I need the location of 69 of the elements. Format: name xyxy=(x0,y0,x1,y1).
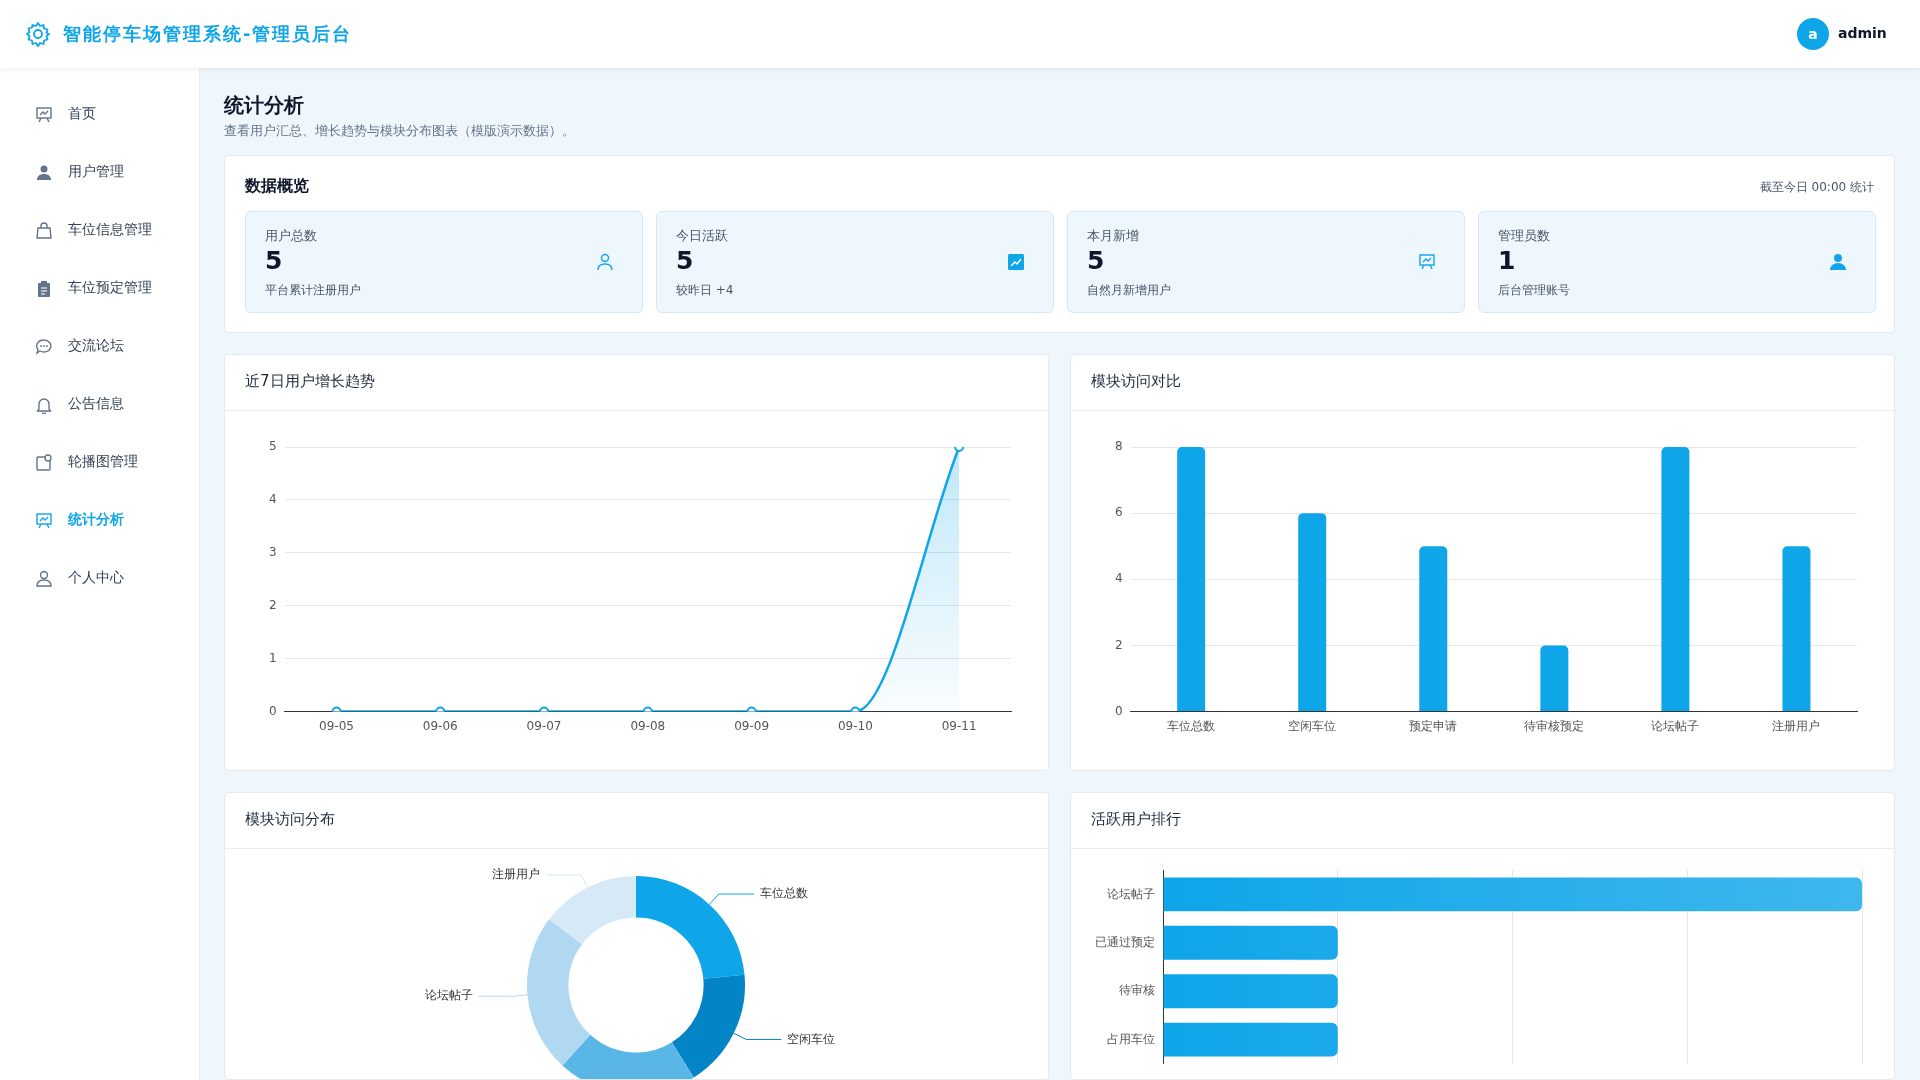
y-tick-label: 2 xyxy=(268,597,277,612)
text: 5 xyxy=(1087,246,1105,275)
bar xyxy=(1177,447,1206,712)
text: 今日活跃 xyxy=(676,227,728,245)
chart-title: 模块访问对比 xyxy=(1091,372,1181,391)
text: 1 xyxy=(1498,246,1516,275)
bar xyxy=(1540,645,1569,712)
text: 交流论坛 xyxy=(68,337,124,355)
slice-label: 车位总数 xyxy=(759,886,808,901)
chart-title: 近7日用户增长趋势 xyxy=(245,372,375,391)
x-tick-label: 待审核预定 xyxy=(1524,718,1585,733)
text: 本月新增 xyxy=(1087,227,1139,245)
text: 5 xyxy=(676,246,694,275)
slice-label: 注册用户 xyxy=(492,867,541,882)
bar xyxy=(1782,546,1811,712)
x-tick-label: 车位总数 xyxy=(1167,718,1216,733)
text: 用户总数 xyxy=(265,227,317,245)
y-tick-label: 3 xyxy=(268,544,277,559)
y-tick-label: 4 xyxy=(268,492,277,507)
text: 轮播图管理 xyxy=(68,453,138,471)
x-tick-label: 注册用户 xyxy=(1772,718,1821,733)
bar xyxy=(1419,546,1448,712)
chart-title: 活跃用户排行 xyxy=(1091,810,1181,829)
y-tick-label: 待审核 xyxy=(1119,983,1155,998)
x-tick-label: 09-06 xyxy=(422,718,458,733)
text: 用户管理 xyxy=(68,163,124,181)
text: a xyxy=(1797,18,1829,50)
x-tick-label: 09-07 xyxy=(526,718,562,733)
text: 数据概览 xyxy=(245,176,309,197)
text: 管理员数 xyxy=(1498,227,1550,245)
y-tick-label: 1 xyxy=(268,650,277,665)
text: 查看用户汇总、增长趋势与模块分布图表（模版演示数据）。 xyxy=(224,123,575,140)
x-tick-label: 09-11 xyxy=(941,718,977,733)
x-tick-label: 空闲车位 xyxy=(1288,718,1337,733)
slice-label: 空闲车位 xyxy=(787,1031,836,1046)
text: 自然月新增用户 xyxy=(1087,282,1171,299)
text: 车位预定管理 xyxy=(68,279,152,297)
y-tick-label: 0 xyxy=(1114,703,1123,718)
bar xyxy=(1298,513,1327,712)
text: 公告信息 xyxy=(68,395,124,413)
y-tick-label: 占用车位 xyxy=(1107,1031,1155,1046)
y-tick-label: 0 xyxy=(268,703,277,718)
x-tick-label: 09-09 xyxy=(734,718,770,733)
x-tick-label: 09-08 xyxy=(630,718,666,733)
y-tick-label: 已通过预定 xyxy=(1095,934,1155,949)
text: 平台累计注册用户 xyxy=(265,282,361,299)
text: 较昨日 +4 xyxy=(676,282,734,299)
bar xyxy=(1661,447,1690,712)
text: 模块访问分布 xyxy=(245,810,335,829)
y-tick-label: 8 xyxy=(1114,439,1123,454)
text: 后台管理账号 xyxy=(1498,282,1570,299)
slice-label: 论坛帖子 xyxy=(424,988,473,1003)
y-tick-label: 6 xyxy=(1114,505,1123,520)
x-tick-label: 预定申请 xyxy=(1409,718,1458,733)
text: 统计分析 xyxy=(68,511,124,529)
x-tick-label: 09-10 xyxy=(837,718,873,733)
y-tick-label: 4 xyxy=(1114,571,1123,586)
y-tick-label: 2 xyxy=(1114,637,1123,652)
text: admin xyxy=(1838,25,1887,41)
text: 统计分析 xyxy=(224,92,304,119)
text: 首页 xyxy=(68,105,96,123)
text: 智能停车场管理系统-管理员后台 xyxy=(63,22,353,46)
text: 车位信息管理 xyxy=(68,221,152,239)
y-tick-label: 论坛帖子 xyxy=(1107,886,1155,901)
x-tick-label: 09-05 xyxy=(319,718,354,733)
x-tick-label: 论坛帖子 xyxy=(1651,718,1700,733)
y-tick-label: 5 xyxy=(268,439,277,454)
text: 个人中心 xyxy=(68,569,124,587)
text: 截至今日 00:00 统计 xyxy=(1759,179,1874,196)
